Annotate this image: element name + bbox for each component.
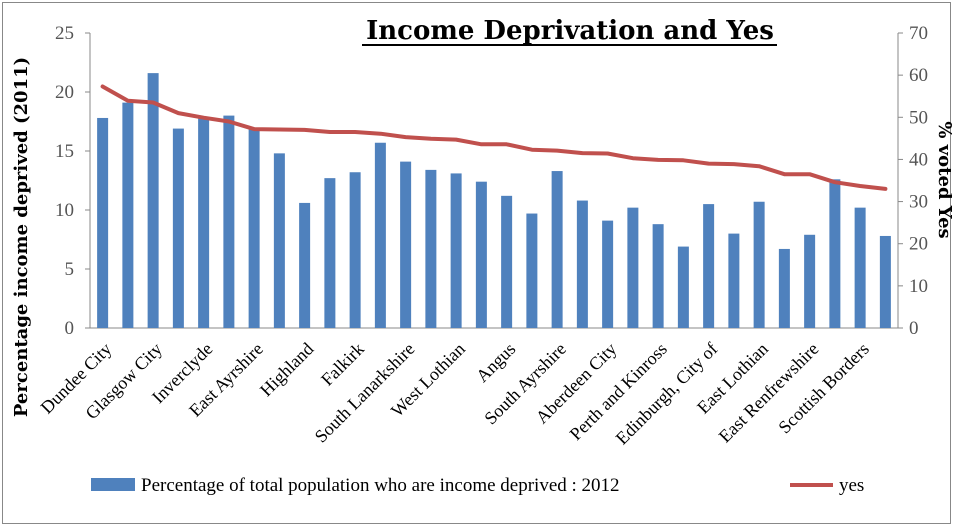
bar: [147, 73, 159, 329]
bar: [703, 204, 715, 328]
bar: [627, 207, 639, 328]
category-label: Scottish Borders: [774, 339, 873, 438]
right-tick-label: 50: [909, 107, 928, 128]
bar: [273, 153, 285, 328]
category-label: Highland: [256, 339, 318, 401]
bar: [854, 207, 866, 328]
bar: [425, 169, 437, 328]
bar: [778, 248, 790, 328]
bar: [97, 117, 109, 329]
bar: [753, 201, 765, 328]
left-tick-label: 0: [65, 318, 75, 339]
chart-title: Income Deprivation and Yes: [366, 16, 774, 46]
chart: 0 5 10 15 20 25 0 10 20 30 40 50 60 70 Dundee CityGl…: [11, 16, 952, 496]
right-tick-label: 10: [909, 276, 928, 297]
bar: [172, 128, 184, 328]
bar: [349, 172, 361, 328]
left-tick-label: 5: [65, 259, 75, 280]
bar: [223, 115, 235, 328]
left-axis-ticks: 0 5 10 15 20 25: [55, 23, 90, 339]
legend-label-bar: Percentage of total population who are i…: [141, 475, 620, 496]
left-tick-label: 20: [55, 82, 74, 103]
right-tick-label: 20: [909, 234, 928, 255]
bar: [526, 213, 538, 328]
bar: [879, 235, 891, 328]
legend-swatch-bar: [91, 478, 135, 491]
bar: [602, 220, 614, 328]
right-tick-label: 0: [909, 318, 919, 339]
yes-line: [100, 84, 888, 191]
right-tick-label: 70: [909, 23, 928, 44]
bar: [122, 102, 134, 329]
legend-label-line: yes: [839, 475, 864, 496]
bar: [475, 181, 487, 328]
bar: [400, 161, 412, 328]
y2-axis-title: % voted Yes: [934, 121, 952, 238]
right-tick-label: 40: [909, 149, 928, 170]
bar: [324, 178, 336, 328]
right-axis-ticks: 0 10 20 30 40 50 60 70: [898, 23, 928, 339]
bar: [450, 173, 462, 328]
bar: [829, 179, 841, 328]
y-axis-title: Percentage income deprived (2011): [11, 57, 32, 417]
left-tick-label: 25: [55, 23, 74, 44]
left-tick-label: 10: [55, 200, 74, 221]
category-label: Angus: [472, 339, 519, 386]
bar: [804, 234, 816, 328]
right-tick-label: 30: [909, 192, 928, 213]
bar: [576, 200, 588, 328]
bar: [299, 202, 311, 328]
bar: [501, 195, 513, 328]
bar: [652, 224, 664, 328]
bar: [248, 128, 260, 328]
left-tick-label: 15: [55, 141, 74, 162]
right-tick-label: 60: [909, 65, 928, 86]
bar: [374, 142, 386, 328]
bar: [198, 116, 210, 328]
bar: [551, 171, 563, 328]
bar: [728, 233, 740, 328]
bar-series: [97, 73, 891, 329]
legend: Percentage of total population who are i…: [91, 475, 864, 496]
bar: [677, 246, 689, 328]
